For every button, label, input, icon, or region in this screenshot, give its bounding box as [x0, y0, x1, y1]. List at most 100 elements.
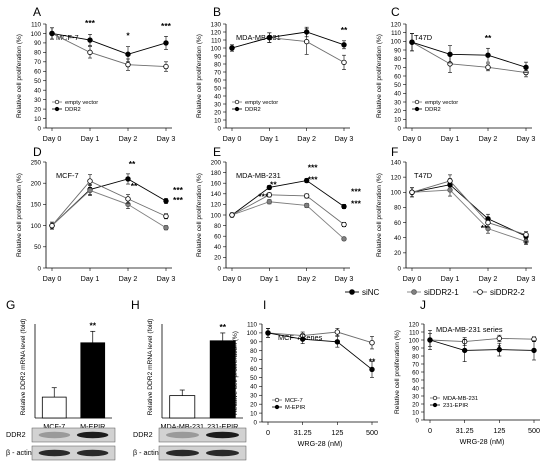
y-tick-label: 140 [211, 191, 222, 198]
x-tick-label: 125 [331, 428, 343, 437]
y-tick-label: 90 [412, 345, 419, 352]
y-tick-label: 100 [391, 190, 402, 197]
series-line [231, 194, 345, 225]
legend-label: empty vector [65, 100, 98, 106]
y-tick-label: 40 [34, 87, 41, 94]
blot-band [38, 449, 71, 457]
chart-title: MDA-MB-231 [236, 33, 281, 42]
data-point [299, 336, 306, 342]
data-point [409, 189, 415, 195]
data-point [266, 192, 273, 198]
chart-title: MDA-MB-231 [236, 171, 281, 180]
y-tick-label: 10 [412, 409, 419, 416]
y-tick-label: 200 [31, 181, 42, 188]
data-point [125, 196, 131, 202]
y-tick-label: 0 [254, 419, 258, 426]
data-point [341, 221, 347, 228]
x-tick-label: Day 2 [297, 134, 316, 143]
y-tick-label: 20 [214, 109, 221, 116]
y-axis-label: Relative cell proliferation (%) [232, 331, 239, 415]
blot-label: DDR2 [6, 430, 26, 439]
panel-letter-e: E [213, 145, 221, 159]
data-point [334, 339, 341, 345]
significance-mark: ** [270, 179, 277, 189]
data-point [485, 64, 491, 71]
data-point [369, 340, 375, 346]
data-point [229, 45, 235, 51]
y-tick-label: 30 [214, 101, 221, 108]
y-tick-label: 100 [31, 31, 42, 38]
y-tick-label: 100 [391, 39, 402, 46]
blot-band [205, 449, 240, 457]
y-tick-label: 60 [214, 234, 221, 241]
y-tick-label: 110 [247, 321, 257, 328]
x-axis-label: WRG-28 (nM) [298, 439, 343, 448]
legend-marker [234, 106, 240, 112]
series-line [411, 41, 527, 68]
x-tick-label: Day 2 [119, 274, 138, 283]
chart-title: T47D [414, 33, 432, 42]
y-tick-label: 150 [31, 202, 42, 209]
x-tick-label: 231-EPIR [207, 422, 238, 431]
y-tick-label: 30 [34, 97, 41, 104]
x-tick-label: Day 0 [403, 274, 422, 283]
y-tick-label: 100 [31, 223, 42, 230]
data-point [303, 38, 310, 45]
significance-mark: *** [173, 185, 184, 195]
data-point [409, 39, 415, 45]
y-tick-label: 100 [247, 330, 258, 337]
x-tick-label: Day 2 [297, 274, 316, 283]
x-tick-label: Day 3 [517, 134, 536, 143]
data-point [49, 222, 55, 229]
y-tick-label: 200 [211, 159, 222, 166]
y-tick-label: 70 [394, 65, 401, 72]
data-point [87, 187, 93, 194]
y-tick-label: 20 [412, 401, 419, 408]
y-tick-label: 250 [31, 159, 42, 166]
significance-mark: *** [173, 195, 184, 205]
x-tick-label: Day 3 [157, 274, 176, 283]
series-line [429, 339, 535, 351]
legend-marker [432, 395, 438, 401]
y-tick-label: 50 [250, 375, 257, 382]
legend-marker [414, 99, 420, 105]
legend-label: siNC [362, 288, 380, 297]
y-tick-label: 10 [250, 410, 257, 417]
legend-marker [274, 404, 280, 410]
data-point [485, 52, 491, 58]
legend-marker [414, 106, 420, 112]
y-tick-label: 20 [394, 108, 401, 115]
data-point [229, 212, 235, 218]
legend-label: siDDR2-2 [490, 288, 525, 297]
blot-strip [158, 445, 247, 461]
y-tick-label: 110 [391, 30, 401, 37]
y-axis-label: Relative DDR2 mRNA level (fold) [147, 319, 154, 416]
series-line [267, 331, 373, 344]
series-line [429, 337, 535, 343]
blot-label: β - actin [6, 448, 32, 457]
y-tick-label: 90 [214, 53, 221, 60]
x-tick-label: Day 0 [43, 274, 62, 283]
data-point [447, 178, 453, 184]
data-point [496, 346, 503, 353]
y-axis-label: Relative cell proliferation (%) [376, 34, 383, 118]
legend-marker [411, 289, 417, 295]
panel-e: E 0 20 40 60 80 100 120 140 160 180 200 Day 0 Day 1 Da… [196, 145, 362, 283]
y-tick-label: 40 [214, 93, 221, 100]
bar [80, 342, 106, 419]
significance-mark: *** [85, 18, 96, 28]
x-tick-label: Day 1 [441, 134, 460, 143]
legend-label: DDR2 [425, 107, 441, 113]
x-tick-label: Day 1 [441, 274, 460, 283]
x-tick-label: 31.25 [294, 428, 312, 437]
significance-mark: ** [481, 223, 488, 233]
panel-g: G MCF-7 M-EPIR ** Relative DDR2 mRNA level (… [6, 298, 116, 461]
x-axis-label: WRG-28 (nM) [460, 437, 505, 446]
x-tick-label: Day 3 [335, 274, 354, 283]
data-point [341, 59, 347, 66]
blot-band [76, 449, 109, 457]
panel-letter-b: B [213, 5, 221, 19]
y-tick-label: 40 [394, 235, 401, 242]
y-tick-label: 80 [214, 223, 221, 230]
